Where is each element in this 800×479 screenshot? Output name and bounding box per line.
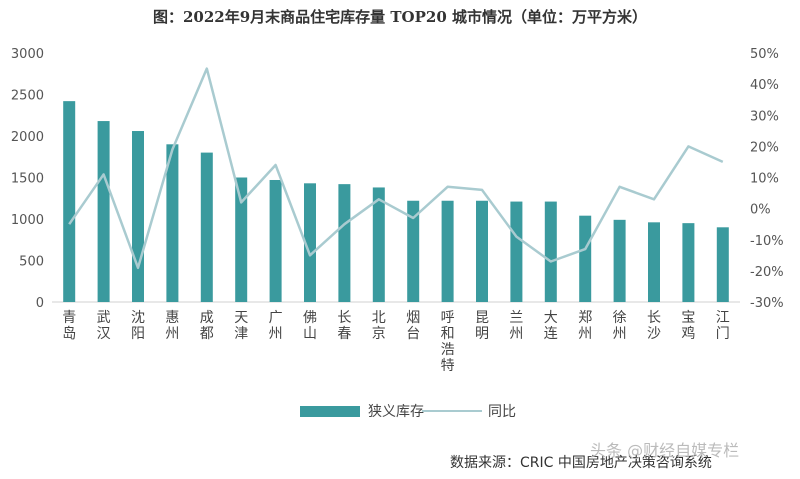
category-label: 天津 [234, 310, 248, 342]
right-axis-tick-label: -10% [750, 234, 784, 249]
category-label: 宝鸡 [681, 310, 695, 342]
chart-title: 图：2022年9月末商品住宅库存量 TOP20 城市情况（单位：万平方米） [152, 8, 647, 26]
right-axis-tick-label: 40% [750, 78, 779, 93]
bar [63, 101, 76, 302]
category-label: 长沙 [647, 310, 661, 342]
left-axis-tick-label: 2000 [11, 130, 44, 145]
category-label: 昆明 [475, 310, 489, 342]
legend-bar-label: 狭义库存 [368, 404, 424, 420]
watermark: 头条 @财经自媒专栏 [590, 441, 740, 460]
legend-bar-swatch [300, 406, 360, 417]
bar [510, 201, 523, 302]
legend: 狭义库存 同比 [300, 404, 516, 420]
bar [338, 184, 351, 302]
left-axis-tick-label: 3000 [11, 47, 44, 62]
bar [441, 200, 454, 302]
bar [269, 179, 282, 302]
right-axis-tick-label: -30% [750, 296, 784, 311]
category-label: 佛山 [303, 310, 317, 342]
data-source: 数据来源：CRIC 中国房地产决策咨询系统 [450, 455, 712, 471]
bar [682, 223, 695, 302]
category-label: 广州 [269, 310, 283, 342]
axes-layer: 0 500 1000 1500 2000 2500 3000 -30% -20% -10% 0% 10… [11, 47, 784, 311]
left-axis-tick-label: 0 [36, 296, 44, 311]
left-axis-tick-label: 500 [19, 255, 44, 270]
category-label: 烟台 [406, 310, 420, 342]
category-label: 武汉 [97, 310, 111, 342]
bar [544, 201, 557, 302]
category-label: 长春 [337, 310, 351, 342]
bar [716, 227, 729, 302]
line-series [68, 67, 724, 270]
bar-series [63, 101, 729, 302]
bar [97, 121, 110, 302]
bar [235, 177, 248, 302]
category-label: 北京 [372, 310, 386, 342]
legend-line-label: 同比 [488, 404, 516, 420]
right-axis-tick-label: -20% [750, 265, 784, 280]
bar [579, 215, 592, 302]
category-label: 兰州 [509, 310, 523, 342]
left-axis-tick-label: 1000 [11, 213, 44, 228]
right-axis-tick-label: 0% [750, 203, 771, 218]
right-axis-tick-label: 30% [750, 109, 779, 124]
right-axis-tick-label: 20% [750, 140, 779, 155]
category-label: 大连 [544, 310, 558, 342]
bar [372, 187, 385, 302]
bar [132, 131, 144, 302]
category-label: 徐州 [613, 310, 627, 342]
bar [166, 144, 179, 302]
right-axis-tick-label: 50% [750, 47, 779, 62]
bar [304, 183, 316, 302]
category-label: 成都 [200, 310, 214, 342]
category-label: 郑州 [578, 310, 592, 342]
right-axis-tick-label: 10% [750, 172, 779, 187]
category-label: 青岛 [62, 310, 76, 342]
category-label: 呼和浩特 [441, 310, 455, 374]
bar [613, 219, 626, 302]
line-path [68, 67, 724, 270]
bar [200, 152, 213, 302]
bar [648, 222, 660, 302]
category-label: 江门 [716, 310, 730, 342]
bar [407, 200, 420, 302]
bar [476, 200, 488, 302]
left-axis-tick-label: 1500 [11, 172, 44, 187]
left-axis-tick-label: 2500 [11, 89, 44, 104]
category-label: 惠州 [165, 310, 179, 342]
category-label: 沈阳 [131, 310, 145, 342]
